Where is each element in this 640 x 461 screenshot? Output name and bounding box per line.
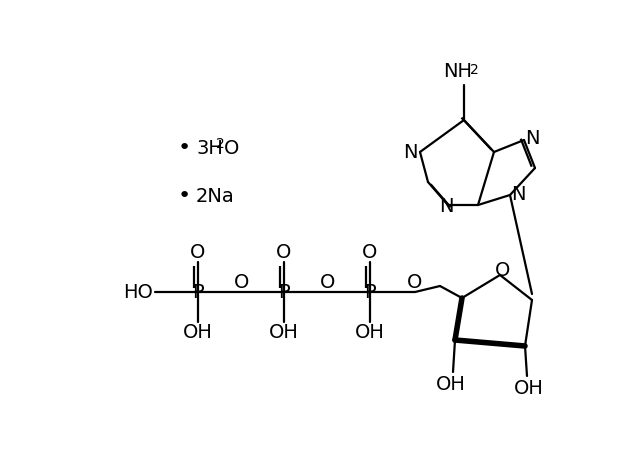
Text: N: N <box>403 142 417 161</box>
Text: HO: HO <box>123 283 153 301</box>
Text: OH: OH <box>514 378 544 397</box>
Text: NH: NH <box>444 62 472 81</box>
Text: N: N <box>525 129 540 148</box>
Text: P: P <box>192 283 204 301</box>
Text: O: O <box>276 242 292 261</box>
Text: OH: OH <box>269 324 299 343</box>
Text: 3H: 3H <box>196 138 223 158</box>
Text: N: N <box>439 197 453 217</box>
Text: 2: 2 <box>470 63 478 77</box>
Text: O: O <box>495 261 511 280</box>
Text: O: O <box>407 272 422 291</box>
Text: 2Na: 2Na <box>196 187 235 206</box>
Text: O: O <box>320 272 336 291</box>
Text: P: P <box>278 283 290 301</box>
Text: OH: OH <box>183 324 213 343</box>
Text: 2: 2 <box>216 137 225 151</box>
Text: O: O <box>224 138 239 158</box>
Text: OH: OH <box>355 324 385 343</box>
Text: N: N <box>511 185 525 205</box>
Text: O: O <box>234 272 250 291</box>
Text: •: • <box>178 138 191 158</box>
Text: O: O <box>362 242 378 261</box>
Text: O: O <box>190 242 205 261</box>
Text: OH: OH <box>436 374 466 394</box>
Text: P: P <box>364 283 376 301</box>
Text: •: • <box>178 186 191 206</box>
